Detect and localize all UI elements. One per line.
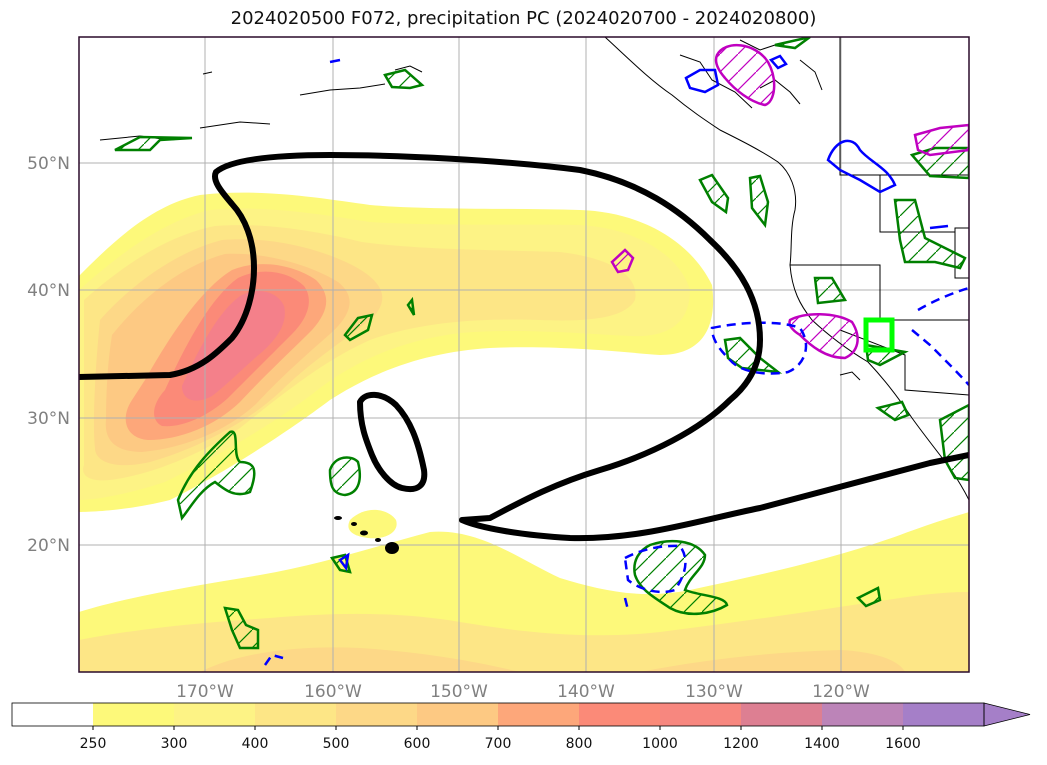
colorbar-tick-label: 800 [566, 736, 593, 752]
highlight-box [863, 317, 895, 353]
colorbar-segment [93, 703, 174, 726]
blue-contours [329, 54, 949, 572]
lon-label-120w: 120°W [812, 682, 870, 702]
colorbar-tick-label: 1200 [723, 736, 759, 752]
colorbar-segment [255, 703, 336, 726]
latitude-labels: 50°N 40°N 30°N 20°N [27, 154, 70, 556]
lat-label-30n: 30°N [27, 409, 70, 429]
colorbar-tick-label: 1000 [642, 736, 678, 752]
lon-label-150w: 150°W [430, 682, 488, 702]
colorbar-segment [822, 703, 903, 726]
colorbar-tick-label: 700 [485, 736, 512, 752]
precipitation-shading [79, 37, 969, 672]
hawaii-islands [334, 516, 399, 554]
colorbar-tick-label: 1400 [804, 736, 840, 752]
colorbar-segment [660, 703, 741, 726]
lat-label-50n: 50°N [27, 154, 70, 174]
colorbar: 250 300 400 500 600 700 800 1000 1200 1400 1600 [11, 702, 1031, 752]
map-title: 2024020500 F072, precipitation PC (20240… [230, 8, 817, 29]
colorbar-segment [12, 703, 93, 726]
map-frame [78, 36, 970, 673]
colorbar-segment [336, 703, 417, 726]
colorbar-tick-label: 250 [80, 736, 107, 752]
colorbar-segment [498, 703, 579, 726]
lon-label-130w: 130°W [685, 682, 743, 702]
magenta-contours [610, 43, 969, 360]
blue-dashed-contours [263, 286, 969, 666]
precip-level-1000 [182, 291, 285, 401]
colorbar-segment [417, 703, 498, 726]
longitude-labels: 170°W 160°W 150°W 140°W 130°W 120°W [176, 682, 870, 702]
colorbar-segment [174, 703, 255, 726]
lon-label-160w: 160°W [304, 682, 362, 702]
lat-label-40n: 40°N [27, 281, 70, 301]
colorbar-tick-label: 300 [161, 736, 188, 752]
colorbar-tick-label: 1600 [885, 736, 921, 752]
colorbar-segment [741, 703, 822, 726]
colorbar-segment [579, 703, 660, 726]
colorbar-extend-arrow [983, 702, 1031, 727]
lat-label-20n: 20°N [27, 536, 70, 556]
precip-southern-band-500 [200, 647, 905, 672]
colorbar-segment [903, 703, 984, 726]
precip-blob-islands [348, 509, 397, 539]
lon-label-140w: 140°W [557, 682, 615, 702]
colorbar-tick-label: 600 [404, 736, 431, 752]
black-contours [79, 152, 969, 542]
colorbar-tick-label: 500 [323, 736, 350, 752]
lon-label-170w: 170°W [176, 682, 234, 702]
colorbar-tick-label: 400 [242, 736, 269, 752]
